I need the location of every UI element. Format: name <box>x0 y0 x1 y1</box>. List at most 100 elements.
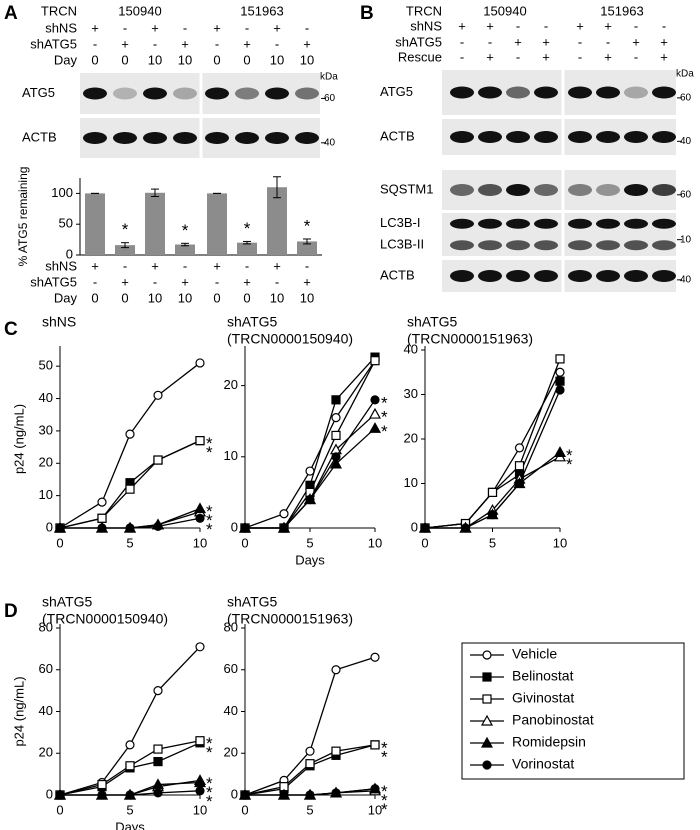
chart-title: shATG5 <box>407 314 458 330</box>
row-value: + <box>576 18 584 33</box>
significance: * <box>244 219 251 238</box>
y-tick-label: 0 <box>66 246 73 261</box>
x-tick-label: 0 <box>421 535 428 550</box>
row-value: 0 <box>121 290 128 305</box>
band <box>235 132 259 144</box>
legend-marker <box>480 736 494 748</box>
band <box>173 87 197 100</box>
marker <box>55 790 65 800</box>
marker <box>305 790 315 800</box>
legend-label: Belinostat <box>512 668 574 684</box>
x-tick-label: 10 <box>193 535 207 550</box>
row-value: - <box>578 49 582 64</box>
marker <box>153 686 163 696</box>
row-value: + <box>181 274 189 289</box>
band <box>450 218 474 229</box>
row-value: + <box>604 18 612 33</box>
significance: * <box>381 791 388 810</box>
marker <box>514 461 525 471</box>
row-value: 0 <box>91 290 98 305</box>
band <box>596 184 620 196</box>
significance: * <box>381 747 388 766</box>
row-value: 10 <box>178 290 192 305</box>
marker <box>279 523 289 533</box>
band <box>568 270 592 282</box>
significance: * <box>381 393 388 412</box>
band <box>113 132 137 144</box>
y-tick-label: 80 <box>224 619 238 634</box>
band <box>506 218 530 229</box>
y-tick-label: 20 <box>39 455 53 470</box>
row-value: + <box>91 258 99 273</box>
chart-subtitle: (TRCN0000150940) <box>42 611 168 627</box>
kda-value: 40 <box>680 274 692 285</box>
kda-value: 40 <box>324 137 336 148</box>
row-label: shATG5 <box>395 34 442 49</box>
y-tick-label: 20 <box>404 430 418 445</box>
panel-letter: D <box>4 601 18 622</box>
row-value: - <box>305 20 309 35</box>
significance: * <box>206 774 213 793</box>
marker <box>370 395 380 405</box>
band <box>596 240 620 251</box>
marker <box>153 521 163 531</box>
row-value: - <box>516 49 520 64</box>
row-value: - <box>123 20 127 35</box>
row-value: + <box>514 34 522 49</box>
chart-title: shATG5 <box>227 594 278 610</box>
row-value: - <box>460 34 464 49</box>
marker <box>97 790 107 800</box>
legend-marker <box>480 714 494 726</box>
series-line <box>59 362 201 529</box>
blot-label: ATG5 <box>22 85 55 100</box>
band <box>534 270 558 282</box>
band <box>568 86 592 99</box>
band <box>450 184 474 196</box>
trcn-label: TRCN <box>41 3 77 18</box>
marker <box>279 790 289 800</box>
band <box>478 270 502 282</box>
band <box>506 131 530 143</box>
y-tick-label: 30 <box>39 422 53 437</box>
marker <box>370 740 380 750</box>
series-line <box>244 656 376 796</box>
panel-letter: B <box>360 3 374 24</box>
band <box>450 86 474 99</box>
marker <box>153 744 163 754</box>
row-value: + <box>243 36 251 51</box>
x-tick-label: 10 <box>368 535 382 550</box>
chart-title: shNS <box>42 314 76 330</box>
blot-label: ATG5 <box>380 84 413 99</box>
row-value: - <box>183 20 187 35</box>
row-value: + <box>486 18 494 33</box>
y-tick-label: 0 <box>46 519 53 534</box>
row-value: 0 <box>121 52 128 67</box>
band <box>624 184 648 196</box>
y-tick-label: 10 <box>39 487 53 502</box>
row-value: - <box>460 49 464 64</box>
band <box>83 87 107 100</box>
marker <box>195 513 205 523</box>
band <box>235 87 259 100</box>
marker <box>125 790 135 800</box>
band <box>624 240 648 251</box>
significance: * <box>206 434 213 453</box>
row-value: 10 <box>270 52 284 67</box>
band <box>652 131 676 143</box>
kda-value: 60 <box>680 93 692 104</box>
band <box>596 131 620 143</box>
row-value: + <box>213 20 221 35</box>
y-axis-label: p24 (ng/mL) <box>11 404 26 474</box>
chart-subtitle: (TRCN0000151963) <box>227 611 353 627</box>
bar <box>145 192 165 255</box>
x-axis-label: Days <box>115 819 145 830</box>
row-value: + <box>121 36 129 51</box>
bar <box>297 241 317 255</box>
significance: * <box>304 216 311 235</box>
marker <box>195 358 205 368</box>
marker <box>195 736 205 746</box>
x-tick-label: 0 <box>56 802 63 817</box>
band <box>652 240 676 251</box>
legend-label: Givinostat <box>512 690 574 706</box>
